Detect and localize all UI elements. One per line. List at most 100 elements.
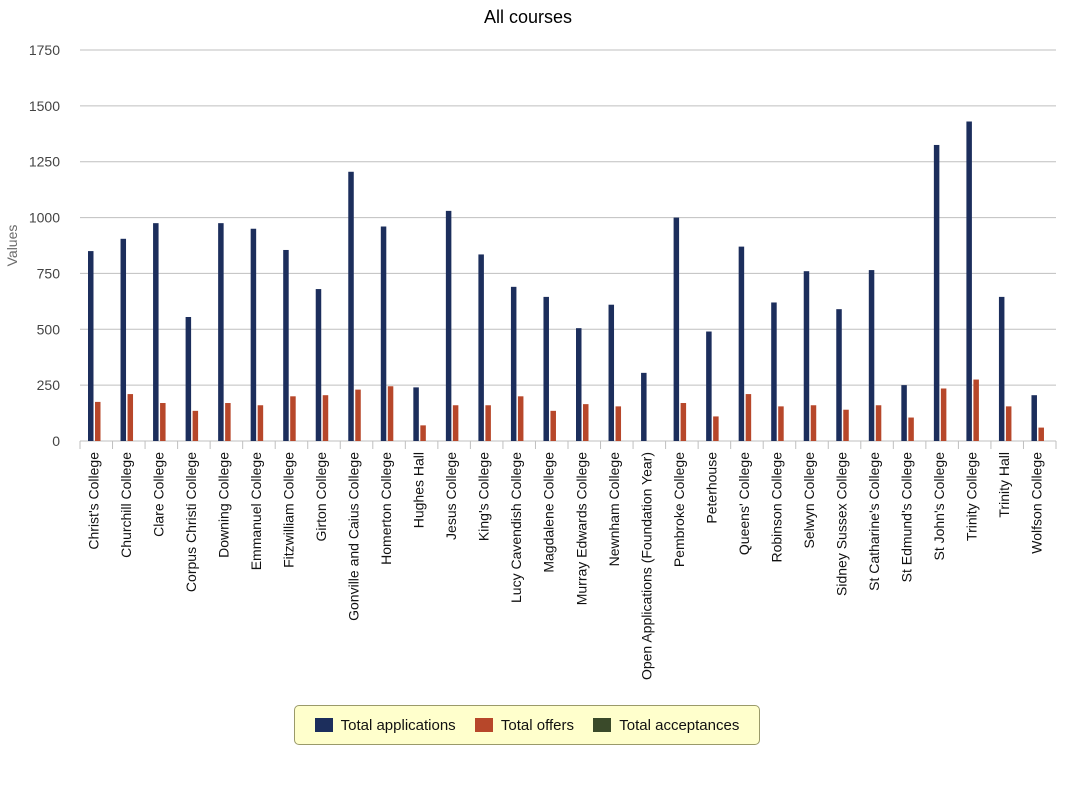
y-tick-label: 1500 bbox=[29, 98, 60, 114]
x-tick-label: Corpus Christi College bbox=[183, 452, 199, 592]
x-tick-label: Homerton College bbox=[378, 452, 394, 565]
bar-applications bbox=[673, 217, 680, 441]
x-tick-label: Wolfson College bbox=[1029, 452, 1045, 554]
bar-applications bbox=[576, 328, 582, 441]
x-tick-label: Peterhouse bbox=[703, 452, 719, 524]
bar-applications bbox=[478, 254, 484, 441]
bar-applications bbox=[771, 302, 777, 441]
bar-applications bbox=[315, 289, 322, 441]
bar-applications bbox=[803, 271, 810, 441]
bar-applications bbox=[445, 210, 452, 441]
bar-applications bbox=[966, 121, 972, 442]
bar-offers bbox=[908, 417, 914, 441]
bar-applications bbox=[706, 331, 712, 441]
x-tick-label: Gonville and Caius College bbox=[346, 452, 362, 621]
x-tick-label: St Catharine's College bbox=[866, 452, 882, 591]
legend-swatch-offers bbox=[474, 718, 493, 732]
x-tick-label: Newnham College bbox=[606, 452, 622, 567]
x-tick-label: Murray Edwards College bbox=[573, 452, 589, 605]
legend-item-offers[interactable]: Total offers bbox=[474, 716, 575, 734]
bar-offers bbox=[583, 404, 589, 441]
legend-label-applications: Total applications bbox=[340, 716, 456, 734]
bar-applications bbox=[836, 309, 842, 441]
x-tick-label: King's College bbox=[476, 452, 492, 541]
legend-swatch-applications bbox=[314, 718, 333, 732]
legend-label-acceptances: Total acceptances bbox=[619, 716, 740, 734]
x-tick-label: Robinson College bbox=[768, 452, 784, 563]
bar-offers bbox=[615, 406, 622, 441]
x-tick-label: Trinity Hall bbox=[996, 452, 1012, 518]
legend-label-offers: Total offers bbox=[500, 716, 575, 734]
x-tick-label: Downing College bbox=[215, 452, 231, 558]
bar-offers bbox=[810, 405, 817, 441]
bar-offers bbox=[225, 403, 231, 441]
bar-offers bbox=[713, 416, 719, 441]
legend-item-applications[interactable]: Total applications bbox=[314, 716, 456, 734]
bar-applications bbox=[543, 296, 549, 441]
bar-offers bbox=[257, 405, 264, 441]
bar-offers bbox=[322, 395, 329, 441]
bar-offers bbox=[387, 386, 394, 441]
x-tick-label: Pembroke College bbox=[671, 452, 687, 567]
bar-offers bbox=[127, 394, 134, 441]
legend-item-acceptances[interactable]: Total acceptances bbox=[593, 717, 739, 734]
x-tick-label: Emmanuel College bbox=[248, 452, 264, 570]
bar-offers bbox=[778, 406, 784, 441]
bar-applications bbox=[608, 304, 615, 441]
bar-applications bbox=[380, 226, 387, 441]
x-tick-label: Jesus College bbox=[443, 452, 459, 540]
bar-applications bbox=[413, 387, 419, 441]
bar-offers bbox=[745, 394, 752, 441]
bar-applications bbox=[283, 249, 289, 441]
x-tick-label: Magdalene College bbox=[541, 452, 557, 573]
x-tick-label: Churchill College bbox=[118, 452, 134, 558]
bar-applications bbox=[348, 171, 354, 442]
x-tick-label: Girton College bbox=[313, 452, 329, 542]
bar-offers bbox=[1038, 427, 1044, 441]
x-tick-label: Queens' College bbox=[736, 452, 752, 555]
x-tick-label: Clare College bbox=[150, 452, 166, 537]
bar-offers bbox=[452, 405, 459, 441]
bar-offers bbox=[355, 389, 361, 441]
x-tick-label: Fitzwilliam College bbox=[280, 452, 296, 568]
x-tick-label: Open Applications (Foundation Year) bbox=[638, 452, 654, 680]
bar-applications bbox=[120, 238, 127, 441]
bar-applications bbox=[1031, 395, 1037, 441]
bar-offers bbox=[940, 388, 947, 441]
bar-applications bbox=[868, 270, 875, 441]
bar-applications bbox=[510, 286, 517, 441]
x-tick-label: Lucy Cavendish College bbox=[508, 452, 524, 603]
bar-applications bbox=[738, 246, 745, 441]
y-tick-label: 1250 bbox=[29, 154, 60, 170]
bar-applications bbox=[641, 372, 647, 441]
bar-offers bbox=[420, 425, 426, 441]
bar-offers bbox=[1005, 406, 1012, 441]
bar-applications bbox=[88, 251, 94, 441]
bar-offers bbox=[95, 401, 101, 441]
bar-offers bbox=[160, 403, 166, 441]
bar-offers bbox=[192, 410, 199, 441]
bar-offers bbox=[550, 410, 556, 441]
bar-offers bbox=[517, 396, 524, 441]
bar-applications bbox=[998, 296, 1005, 441]
x-tick-label: Hughes Hall bbox=[411, 452, 427, 528]
chart-title: All courses bbox=[484, 7, 572, 27]
x-tick-label: St John's College bbox=[931, 452, 947, 561]
y-tick-label: 1750 bbox=[29, 42, 60, 58]
bar-offers bbox=[290, 396, 296, 441]
bar-applications bbox=[250, 228, 257, 441]
bar-offers bbox=[485, 405, 491, 441]
legend-swatch-acceptances bbox=[593, 718, 612, 732]
x-tick-label: Christ's College bbox=[85, 452, 101, 550]
bar-offers bbox=[875, 405, 882, 441]
y-tick-label: 750 bbox=[37, 265, 61, 281]
bar-applications bbox=[218, 223, 224, 441]
bar-applications bbox=[933, 144, 940, 441]
bar-offers bbox=[680, 403, 687, 441]
bar-applications bbox=[185, 316, 192, 441]
x-tick-label: St Edmund's College bbox=[899, 452, 915, 583]
y-axis-label: Values bbox=[4, 225, 20, 267]
x-tick-label: Trinity College bbox=[964, 452, 980, 541]
y-tick-label: 250 bbox=[37, 377, 61, 393]
